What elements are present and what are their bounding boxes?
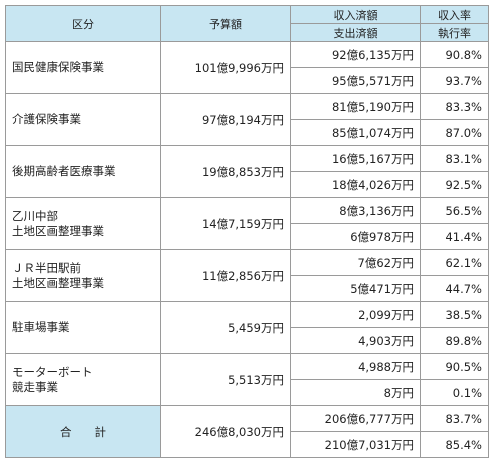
income-cell: 92億6,135万円 <box>290 41 421 68</box>
rate-cell: 62.1% <box>420 249 489 276</box>
rate-cell: 0.1% <box>420 379 489 406</box>
category-cell: 国民健康保険事業 <box>5 41 161 94</box>
table-row: モーターボート 競走事業 5,513万円 4,988万円 90.5% <box>5 353 489 406</box>
category-line: 土地区画整理事業 <box>12 275 104 290</box>
category-cell: 乙川中部 土地区画整理事業 <box>5 197 161 250</box>
category-line: 乙川中部 <box>12 208 58 223</box>
category-line: 後期高齢者医療事業 <box>12 164 116 178</box>
table-row: 8万円 0.1% <box>6 379 489 406</box>
expense-cell: 85億1,074万円 <box>290 119 421 146</box>
category-cell: 後期高齢者医療事業 <box>5 145 161 198</box>
budget-cell: 101億9,996万円 <box>160 41 291 94</box>
budget-cell: 97億8,194万円 <box>160 93 291 146</box>
table-row: 支出済額 執行率 <box>6 23 489 42</box>
income-cell: 7億62万円 <box>290 249 421 276</box>
expense-cell: 8万円 <box>290 379 421 406</box>
category-line: ＪＲ半田駅前 <box>12 260 81 275</box>
header-cell: 収入済額 <box>290 5 421 24</box>
category-line: 国民健康保険事業 <box>12 60 104 74</box>
rate-cell: 38.5% <box>420 301 489 328</box>
table-row: 国民健康保険事業 101億9,996万円 92億6,135万円 90.8% <box>5 41 489 94</box>
expense-cell: 5億471万円 <box>290 275 421 302</box>
header-cell: 執行率 <box>420 23 489 42</box>
budget-cell: 11億2,856万円 <box>160 249 291 302</box>
budget-cell: 14億7,159万円 <box>160 197 291 250</box>
table-row: 210億7,031万円 85.4% <box>6 431 489 458</box>
table-row: 駐車場事業 5,459万円 2,099万円 38.5% <box>5 301 489 354</box>
rate-cell: 87.0% <box>420 119 489 146</box>
budget-cell: 5,513万円 <box>160 353 291 406</box>
table: 区分 予算額 収入済額 収入率 支出済額 執行率 国民健康保険事業 101億9,996万円 92… <box>5 5 489 458</box>
rate-cell: 93.7% <box>420 67 489 94</box>
table-row: 5億471万円 44.7% <box>6 275 489 302</box>
income-cell: 81億5,190万円 <box>290 93 421 120</box>
rate-cell: 90.8% <box>420 41 489 68</box>
budget-cell: 19億8,853万円 <box>160 145 291 198</box>
rate-cell: 89.8% <box>420 327 489 354</box>
income-cell: 2,099万円 <box>290 301 421 328</box>
rate-cell: 83.1% <box>420 145 489 172</box>
table-row: 乙川中部 土地区画整理事業 14億7,159万円 8億3,136万円 56.5% <box>5 197 489 250</box>
rate-cell: 83.7% <box>420 405 489 432</box>
header-cell: 収入率 <box>420 5 489 24</box>
budget-cell: 5,459万円 <box>160 301 291 354</box>
budget-cell: 246億8,030万円 <box>160 405 291 458</box>
income-cell: 16億5,167万円 <box>290 145 421 172</box>
table-row: ＪＲ半田駅前 土地区画整理事業 11億2,856万円 7億62万円 62.1% <box>5 249 489 302</box>
expense-cell: 4,903万円 <box>290 327 421 354</box>
table-row: 18億4,026万円 92.5% <box>6 171 489 198</box>
rate-cell: 85.4% <box>420 431 489 458</box>
header-cell: 区分 <box>5 5 161 42</box>
category-line: 競走事業 <box>12 379 58 394</box>
table-row: 区分 予算額 収入済額 収入率 <box>5 5 489 42</box>
category-cell: 介護保険事業 <box>5 93 161 146</box>
table-row: 85億1,074万円 87.0% <box>6 119 489 146</box>
income-cell: 206億6,777万円 <box>290 405 421 432</box>
rate-cell: 44.7% <box>420 275 489 302</box>
rate-cell: 83.3% <box>420 93 489 120</box>
rate-cell: 92.5% <box>420 171 489 198</box>
income-cell: 4,988万円 <box>290 353 421 380</box>
category-line: 介護保険事業 <box>12 112 81 126</box>
header-cell: 予算額 <box>160 5 291 42</box>
expense-cell: 210億7,031万円 <box>290 431 421 458</box>
expense-cell: 18億4,026万円 <box>290 171 421 198</box>
rate-cell: 41.4% <box>420 223 489 250</box>
category-cell: モーターボート 競走事業 <box>5 353 161 406</box>
table-row: 合 計 246億8,030万円 206億6,777万円 83.7% <box>5 405 489 458</box>
category-cell: ＪＲ半田駅前 土地区画整理事業 <box>5 249 161 302</box>
category-line: 土地区画整理事業 <box>12 223 104 238</box>
income-cell: 8億3,136万円 <box>290 197 421 224</box>
table-row: 後期高齢者医療事業 19億8,853万円 16億5,167万円 83.1% <box>5 145 489 198</box>
rate-cell: 56.5% <box>420 197 489 224</box>
category-cell: 駐車場事業 <box>5 301 161 354</box>
total-label: 合 計 <box>5 405 161 458</box>
expense-cell: 6億978万円 <box>290 223 421 250</box>
table-row: 4,903万円 89.8% <box>6 327 489 354</box>
rate-cell: 90.5% <box>420 353 489 380</box>
header-cell: 支出済額 <box>290 23 421 42</box>
category-line: モーターボート <box>12 364 93 379</box>
expense-cell: 95億5,571万円 <box>290 67 421 94</box>
table-row: 介護保険事業 97億8,194万円 81億5,190万円 83.3% <box>5 93 489 146</box>
category-line: 駐車場事業 <box>12 320 70 334</box>
